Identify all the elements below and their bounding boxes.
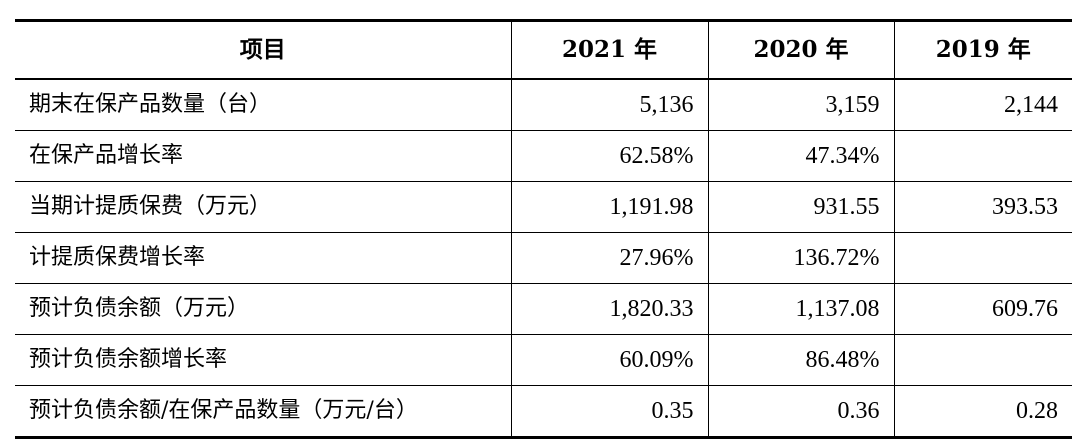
table-row: 预计负债余额/在保产品数量（万元/台） 0.35 0.36 0.28 (15, 385, 1072, 438)
cell-2020: 136.72% (707, 232, 894, 284)
cell-2019 (893, 232, 1072, 284)
row-label: 计提质保费增长率 (15, 232, 511, 284)
cell-2020: 1,137.08 (707, 283, 894, 335)
cell-2019 (893, 130, 1072, 182)
row-label: 预计负债余额（万元） (15, 283, 511, 335)
cell-2021: 60.09% (510, 334, 708, 386)
cell-2021: 27.96% (510, 232, 708, 284)
cell-2019: 2,144 (893, 78, 1072, 131)
table-row: 期末在保产品数量（台） 5,136 3,159 2,144 (15, 78, 1072, 131)
cell-2019 (893, 334, 1072, 386)
row-label: 预计负债余额增长率 (15, 334, 511, 386)
table-row: 预计负债余额（万元） 1,820.33 1,137.08 609.76 (15, 283, 1072, 335)
row-label: 期末在保产品数量（台） (15, 78, 511, 131)
table-row: 在保产品增长率 62.58% 47.34% (15, 130, 1072, 182)
cell-2021: 1,191.98 (510, 181, 708, 233)
cell-2019: 609.76 (893, 283, 1072, 335)
warranty-data-table: 项目 2021 年 2020 年 2019 年 期末在保产品数量（台） 5,13… (15, 19, 1072, 439)
cell-2021: 0.35 (510, 385, 708, 438)
cell-2019: 0.28 (893, 385, 1072, 438)
cell-2021: 5,136 (510, 78, 708, 131)
table-row: 计提质保费增长率 27.96% 136.72% (15, 232, 1072, 284)
row-label: 当期计提质保费（万元） (15, 181, 511, 233)
row-label: 在保产品增长率 (15, 130, 511, 182)
header-item: 项目 (15, 20, 511, 79)
cell-2020: 931.55 (707, 181, 894, 233)
header-2019: 2019 年 (893, 20, 1072, 79)
table-row: 预计负债余额增长率 60.09% 86.48% (15, 334, 1072, 386)
cell-2019: 393.53 (893, 181, 1072, 233)
cell-2021: 1,820.33 (510, 283, 708, 335)
row-label: 预计负债余额/在保产品数量（万元/台） (15, 385, 511, 438)
header-2021: 2021 年 (510, 20, 708, 79)
cell-2020: 0.36 (707, 385, 894, 438)
table-header-row: 项目 2021 年 2020 年 2019 年 (15, 20, 1072, 79)
cell-2020: 47.34% (707, 130, 894, 182)
table-row: 当期计提质保费（万元） 1,191.98 931.55 393.53 (15, 181, 1072, 233)
cell-2020: 86.48% (707, 334, 894, 386)
cell-2021: 62.58% (510, 130, 708, 182)
header-2020: 2020 年 (707, 20, 894, 79)
cell-2020: 3,159 (707, 78, 894, 131)
